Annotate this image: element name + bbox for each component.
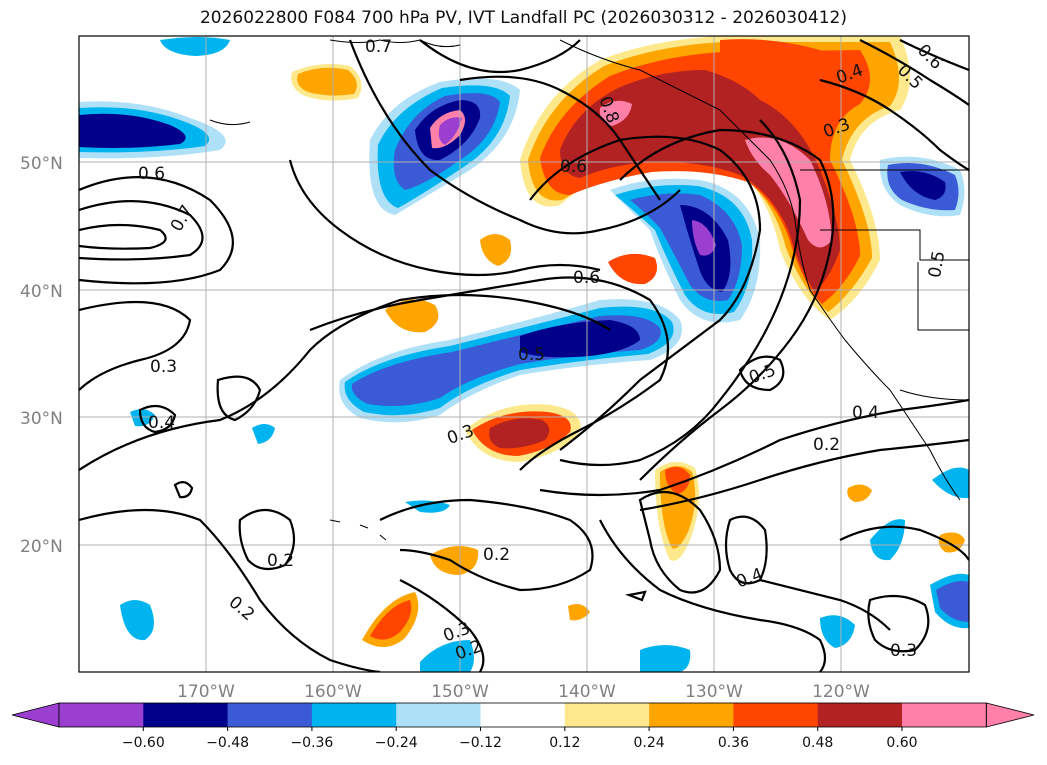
contour-label: 0.7 (365, 37, 392, 57)
lon-label-130w: 130°W (685, 682, 743, 702)
contour-label: 0.3 (890, 641, 917, 661)
colorbar-swatch (480, 703, 566, 727)
lat-label-30n: 30°N (20, 409, 63, 429)
colorbar-swatch (902, 703, 987, 727)
colorbar-swatch (649, 703, 734, 727)
colorbar-swatch (311, 703, 397, 727)
lon-label-140w: 140°W (558, 682, 616, 702)
colorbar-swatch (817, 703, 903, 727)
negative-anomaly-midpacific (339, 178, 761, 423)
contour-label: 0.6 (560, 157, 587, 177)
lon-label-170w: 170°W (177, 682, 235, 702)
negative-anomaly-gulf (369, 78, 520, 215)
lon-label-150w: 150°W (431, 682, 489, 702)
negative-anomaly-top-small (160, 37, 230, 56)
colorbar-tick-label: 0.12 (549, 735, 580, 751)
map-frame (78, 35, 970, 673)
colorbar-swatch (396, 703, 481, 727)
colorbar-swatch (564, 703, 650, 727)
contour-label: 0.2 (483, 545, 510, 565)
colorbar-tick-label: 0.60 (886, 735, 917, 751)
colorbar-outline (58, 702, 987, 728)
lat-label-40n: 40°N (20, 282, 63, 302)
contour-label: 0.5 (518, 345, 545, 365)
coastlines (209, 39, 969, 541)
colorbar-extend-right (985, 702, 1035, 728)
colorbar-extend-left (11, 702, 60, 728)
contour-label: 0.4 (148, 413, 175, 433)
negative-anomaly-northwest (79, 101, 226, 159)
colorbar-swatch (733, 703, 819, 727)
positive-anomaly-ridge (520, 36, 910, 320)
contour-label: 0.3 (150, 357, 177, 377)
negative-anomaly-small-blobs (120, 156, 969, 672)
lat-label-50n: 50°N (20, 154, 63, 174)
lon-label-120w: 120°W (812, 682, 870, 702)
pv-contours (79, 39, 969, 672)
contour-label: 0.6 (138, 164, 165, 184)
map-title: 2026022800 F084 700 hPa PV, IVT Landfall… (199, 8, 847, 28)
colorbar-tick-label: −0.36 (290, 735, 333, 751)
colorbar-tick-label: 0.24 (634, 735, 665, 751)
lat-label-20n: 20°N (20, 537, 63, 557)
contour-label: 0.4 (852, 403, 879, 423)
contour-label: 0.5 (925, 249, 949, 279)
map-panel: 0.6 0.7 0.3 0.4 0.7 0.8 0.6 0.6 0.5 0.3 … (78, 35, 970, 673)
colorbar-tick-label: −0.24 (375, 735, 418, 751)
colorbar-tick-label: −0.12 (459, 735, 502, 751)
contour-label: 0.2 (813, 435, 840, 455)
contour-label: 0.6 (573, 268, 600, 288)
colorbar-tick-label: 0.48 (802, 735, 833, 751)
pv-shading (79, 36, 969, 672)
colorbar-swatch (59, 703, 144, 727)
lon-label-160w: 160°W (304, 682, 362, 702)
longitude-labels: 170°W 160°W 150°W 140°W 130°W 120°W (177, 682, 870, 702)
contour-label: 0.2 (267, 551, 294, 571)
colorbar: −0.60 −0.48 −0.36 −0.24 −0.12 0.12 0.24 0.36 0.4… (11, 702, 1035, 751)
colorbar-tick-label: −0.48 (206, 735, 249, 751)
latitude-labels: 50°N 40°N 30°N 20°N (20, 154, 63, 557)
colorbar-tick-label: 0.36 (718, 735, 749, 751)
colorbar-swatch (227, 703, 313, 727)
colorbar-swatch (143, 703, 229, 727)
positive-anomaly-small-blobs (291, 64, 965, 648)
colorbar-tick-label: −0.60 (122, 735, 165, 751)
